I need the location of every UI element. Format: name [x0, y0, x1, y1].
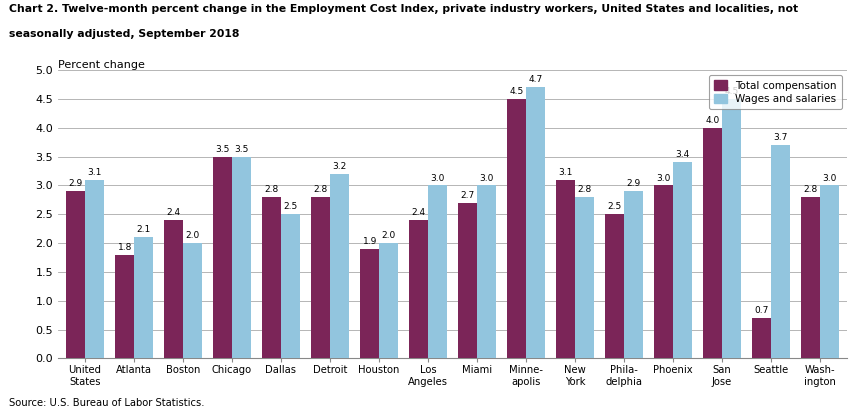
Text: 0.7: 0.7 [754, 306, 768, 315]
Text: 2.1: 2.1 [136, 225, 150, 234]
Text: 2.8: 2.8 [577, 185, 590, 194]
Bar [330, 174, 348, 358]
Legend: Total compensation, Wages and salaries: Total compensation, Wages and salaries [708, 75, 841, 109]
Bar [134, 237, 153, 358]
Text: 2.8: 2.8 [803, 185, 817, 194]
Bar [280, 214, 299, 358]
Text: 4.5: 4.5 [723, 87, 738, 96]
Bar [624, 191, 642, 358]
Bar [311, 197, 330, 358]
Text: 3.0: 3.0 [429, 173, 444, 183]
Bar [703, 128, 721, 358]
Bar [183, 243, 201, 358]
Text: 2.9: 2.9 [68, 179, 83, 188]
Bar [409, 220, 428, 358]
Text: 1.9: 1.9 [362, 237, 377, 246]
Text: 2.4: 2.4 [412, 208, 425, 217]
Text: 2.7: 2.7 [460, 191, 475, 200]
Bar [556, 180, 574, 358]
Text: 1.8: 1.8 [118, 243, 132, 252]
Text: 2.0: 2.0 [185, 231, 199, 240]
Text: 3.1: 3.1 [558, 168, 573, 177]
Bar [232, 157, 250, 358]
Text: 2.4: 2.4 [166, 208, 181, 217]
Bar [770, 145, 789, 358]
Bar [360, 249, 378, 358]
Bar [66, 191, 85, 358]
Text: 3.2: 3.2 [331, 162, 346, 171]
Bar [751, 318, 770, 358]
Bar [428, 185, 446, 358]
Bar [262, 197, 280, 358]
Text: 3.0: 3.0 [479, 173, 493, 183]
Text: 4.5: 4.5 [509, 87, 523, 96]
Text: 3.7: 3.7 [772, 133, 786, 142]
Text: 3.1: 3.1 [87, 168, 101, 177]
Text: 3.0: 3.0 [656, 173, 671, 183]
Text: 2.8: 2.8 [264, 185, 279, 194]
Bar [574, 197, 593, 358]
Text: seasonally adjusted, September 2018: seasonally adjusted, September 2018 [9, 29, 239, 39]
Text: Percent change: Percent change [58, 60, 145, 70]
Text: 2.8: 2.8 [314, 185, 327, 194]
Bar [458, 203, 476, 358]
Bar [653, 185, 672, 358]
Bar [164, 220, 183, 358]
Text: Chart 2. Twelve-month percent change in the Employment Cost Index, private indus: Chart 2. Twelve-month percent change in … [9, 4, 797, 14]
Bar [801, 197, 819, 358]
Bar [672, 162, 691, 358]
Text: 3.5: 3.5 [233, 145, 248, 154]
Text: 4.7: 4.7 [527, 75, 542, 84]
Bar [507, 99, 526, 358]
Bar [378, 243, 397, 358]
Text: 3.4: 3.4 [675, 150, 688, 159]
Text: 3.0: 3.0 [821, 173, 836, 183]
Text: 2.0: 2.0 [381, 231, 395, 240]
Bar [85, 180, 103, 358]
Bar [605, 214, 624, 358]
Text: 2.9: 2.9 [625, 179, 640, 188]
Bar [115, 255, 134, 358]
Bar [476, 185, 495, 358]
Bar [721, 99, 740, 358]
Bar [819, 185, 838, 358]
Text: Source: U.S. Bureau of Labor Statistics.: Source: U.S. Bureau of Labor Statistics. [9, 398, 204, 408]
Bar [213, 157, 232, 358]
Text: 2.5: 2.5 [283, 202, 297, 211]
Bar [526, 87, 544, 358]
Text: 2.5: 2.5 [607, 202, 621, 211]
Text: 3.5: 3.5 [216, 145, 229, 154]
Text: 4.0: 4.0 [705, 116, 719, 125]
